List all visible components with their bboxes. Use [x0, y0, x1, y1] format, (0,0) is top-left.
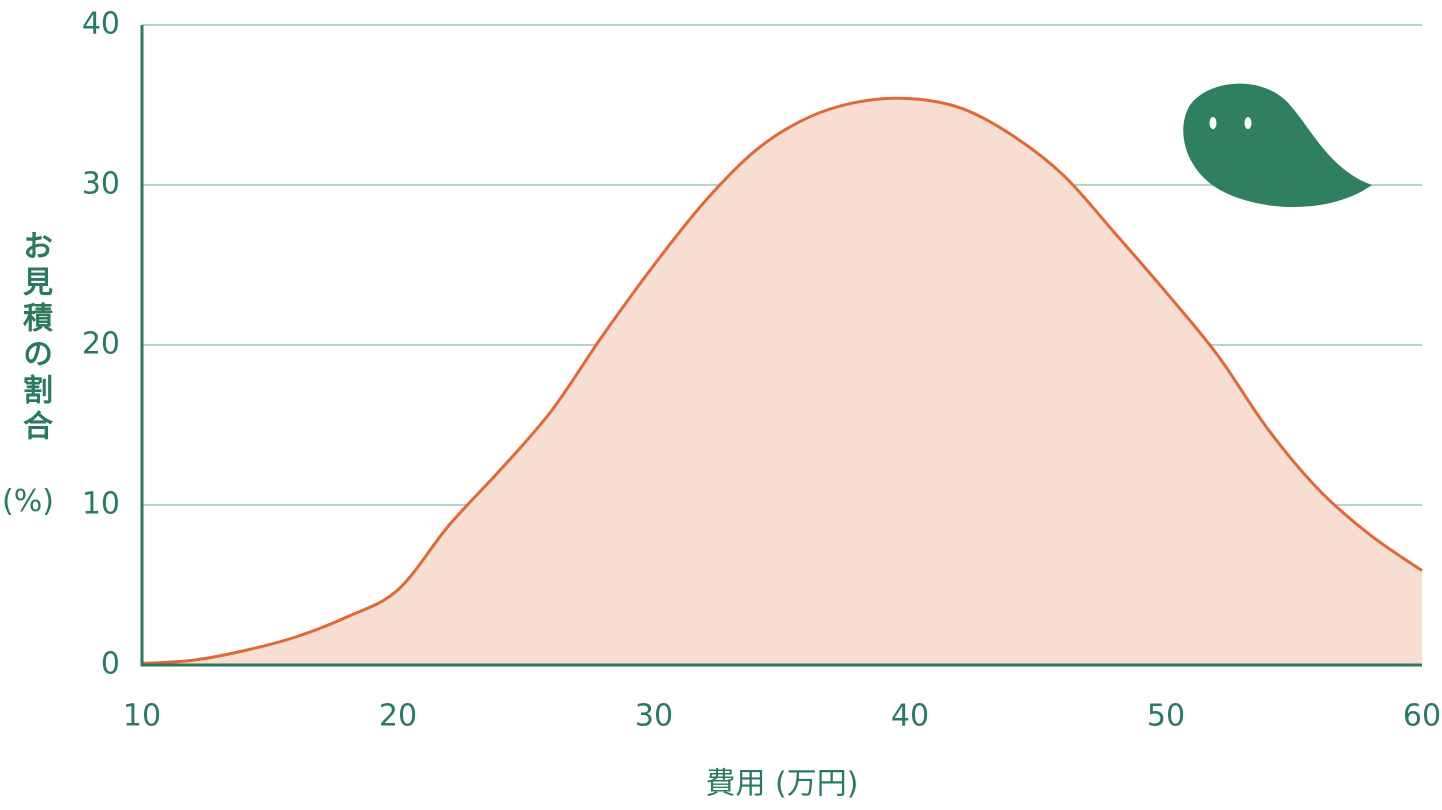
x-tick-label: 40	[891, 699, 929, 734]
y-tick-label: 20	[82, 327, 120, 362]
mascot	[1183, 83, 1372, 208]
y-axis-label: お見積の割合	[17, 230, 52, 446]
y-tick-label: 30	[82, 167, 120, 202]
mascot-eye	[1209, 117, 1217, 129]
y-tick-label: 40	[82, 7, 120, 42]
y-tick-label: 0	[101, 647, 120, 682]
line	[141, 96, 1423, 665]
y-tick-label: 10	[82, 487, 120, 522]
y-axis-unit: (%)	[2, 484, 54, 519]
x-tick-label: 60	[1403, 699, 1441, 734]
x-tick-label: 10	[123, 699, 161, 734]
x-tick-label: 50	[1147, 699, 1185, 734]
x-axis-label: 費用 (万円)	[706, 767, 859, 802]
x-tick-label: 30	[635, 699, 673, 734]
mascot-eye	[1244, 117, 1252, 129]
area-fill	[142, 98, 1422, 665]
x-tick-label: 20	[379, 699, 417, 734]
